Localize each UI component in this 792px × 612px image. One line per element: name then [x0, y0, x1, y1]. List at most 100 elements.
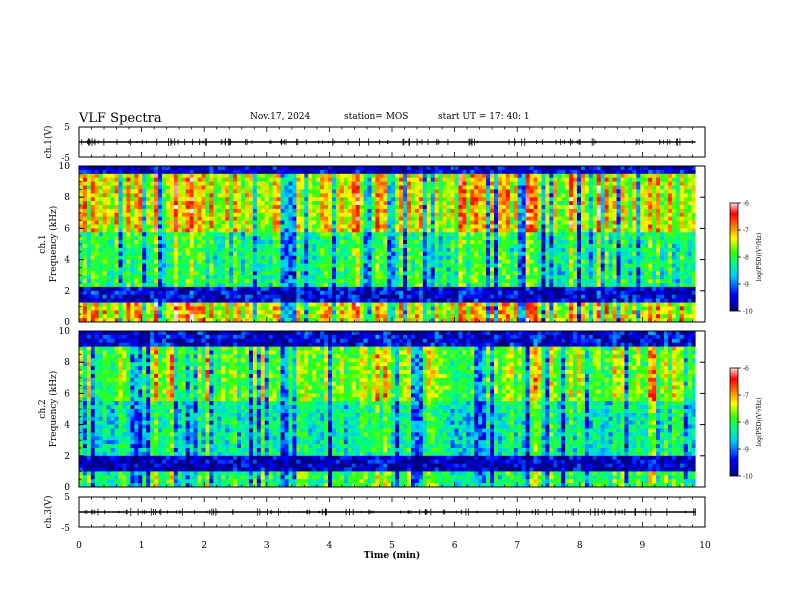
- spectrogram-cell: [193, 208, 198, 214]
- spectrogram-cell: [517, 220, 523, 225]
- spectrogram-cell: [197, 185, 202, 190]
- spectrogram-cell: [146, 318, 151, 323]
- spectrogram-cell: [442, 236, 447, 241]
- spectrogram-cell: [414, 173, 420, 179]
- spectrogram-cell: [288, 247, 293, 253]
- spectrogram-cell: [450, 208, 455, 214]
- spectrogram-cell: [300, 306, 305, 311]
- spectrogram-cell: [549, 263, 554, 268]
- spectrogram-cell: [130, 201, 135, 206]
- spectrogram-cell: [505, 302, 511, 307]
- spectrogram-cell: [256, 236, 262, 241]
- spectrogram-cell: [375, 201, 380, 206]
- spectrogram-cell: [114, 169, 119, 175]
- spectrogram-cell: [482, 275, 487, 280]
- spectrogram-cell: [213, 181, 218, 186]
- spectrogram-cell: [197, 169, 202, 175]
- spectrogram-cell: [486, 271, 491, 276]
- spectrogram-cell: [478, 189, 483, 194]
- spectrogram-cell: [320, 240, 325, 245]
- spectrogram-cell: [142, 318, 147, 323]
- spectrogram-cell: [537, 228, 542, 233]
- spectrogram-cell: [162, 271, 167, 276]
- spectrogram-cell: [134, 197, 139, 202]
- spectrogram-cell: [537, 314, 542, 319]
- spectrogram-cell: [209, 306, 214, 311]
- spectrogram-cell: [442, 283, 447, 288]
- spectrogram-cell: [292, 286, 297, 292]
- spectrogram-cell: [517, 251, 523, 257]
- spectrogram-cell: [454, 220, 459, 225]
- spectrogram-cell: [434, 247, 440, 253]
- spectrogram-cell: [446, 173, 451, 179]
- spectrogram-cell: [557, 220, 562, 225]
- spectrogram-cell: [545, 228, 550, 233]
- spectrogram-cell: [328, 201, 333, 206]
- spectrogram-cell: [169, 185, 175, 190]
- spectrogram-cell: [403, 208, 408, 214]
- spectrogram-cell: [86, 197, 92, 202]
- spectrogram-cell: [320, 181, 325, 186]
- spectrogram-cell: [339, 193, 345, 198]
- spectrogram-cell: [395, 302, 400, 307]
- spectrogram-cell: [272, 181, 278, 186]
- spectrogram-cell: [177, 255, 183, 260]
- spectrogram-cell: [438, 298, 444, 303]
- spectrogram-cell: [158, 267, 163, 272]
- spectrogram-cell: [553, 166, 558, 171]
- spectrogram-cell: [94, 318, 100, 323]
- spectrogram-cell: [517, 286, 523, 292]
- spectrogram-cell: [268, 236, 274, 241]
- spectrogram-cell: [525, 267, 530, 272]
- spectrogram-cell: [418, 306, 424, 311]
- spectrogram-cell: [411, 286, 416, 292]
- spectrogram-cell: [312, 169, 317, 175]
- spectrogram-cell: [335, 306, 341, 311]
- spectrogram-cell: [331, 263, 337, 268]
- spectrogram-cell: [446, 208, 451, 214]
- spectrogram-cell: [482, 314, 487, 319]
- spectrogram-cell: [418, 236, 424, 241]
- spectrogram-cell: [264, 263, 270, 268]
- spectrogram-cell: [79, 318, 84, 323]
- spectrogram-cell: [205, 302, 210, 307]
- spectrogram-cell: [118, 189, 123, 194]
- spectrogram-cell: [328, 181, 333, 186]
- spectrogram-cell: [399, 201, 404, 206]
- spectrogram-cell: [260, 279, 266, 284]
- spectrogram-cell: [233, 255, 238, 260]
- spectrogram-cell: [494, 267, 499, 272]
- spectrogram-cell: [414, 177, 420, 182]
- spectrogram-cell: [438, 205, 444, 210]
- spectrogram-cell: [521, 267, 527, 272]
- spectrogram-cell: [106, 220, 112, 225]
- spectrogram-cell: [229, 275, 234, 280]
- spectrogram-cell: [521, 255, 527, 260]
- spectrogram-cell: [229, 286, 234, 292]
- spectrogram-cell: [272, 197, 278, 202]
- spectrogram-cell: [399, 290, 404, 296]
- spectrogram-cell: [256, 279, 262, 284]
- spectrogram-cell: [217, 216, 222, 221]
- spectrogram-cell: [185, 294, 191, 299]
- spectrogram-cell: [276, 181, 281, 186]
- spectrogram-cell: [118, 228, 123, 233]
- spectrogram-cell: [521, 173, 527, 179]
- spectrogram-cell: [438, 244, 444, 249]
- spectrogram-cell: [292, 267, 297, 272]
- spectrogram-cell: [490, 251, 495, 257]
- spectrogram-cell: [146, 177, 151, 182]
- spectrogram-cell: [395, 275, 400, 280]
- spectrogram-cell: [90, 310, 96, 315]
- spectrogram-cell: [142, 306, 147, 311]
- spectrogram-cell: [462, 166, 467, 171]
- spectrogram-cell: [414, 279, 420, 284]
- spectrogram-cell: [490, 224, 495, 229]
- spectrogram-cell: [252, 279, 258, 284]
- spectrogram-cell: [268, 185, 274, 190]
- spectrogram-cell: [355, 208, 361, 214]
- spectrogram-cell: [494, 169, 499, 175]
- spectrogram-cell: [395, 255, 400, 260]
- spectrogram-cell: [438, 259, 444, 264]
- spectrogram-cell: [110, 302, 115, 307]
